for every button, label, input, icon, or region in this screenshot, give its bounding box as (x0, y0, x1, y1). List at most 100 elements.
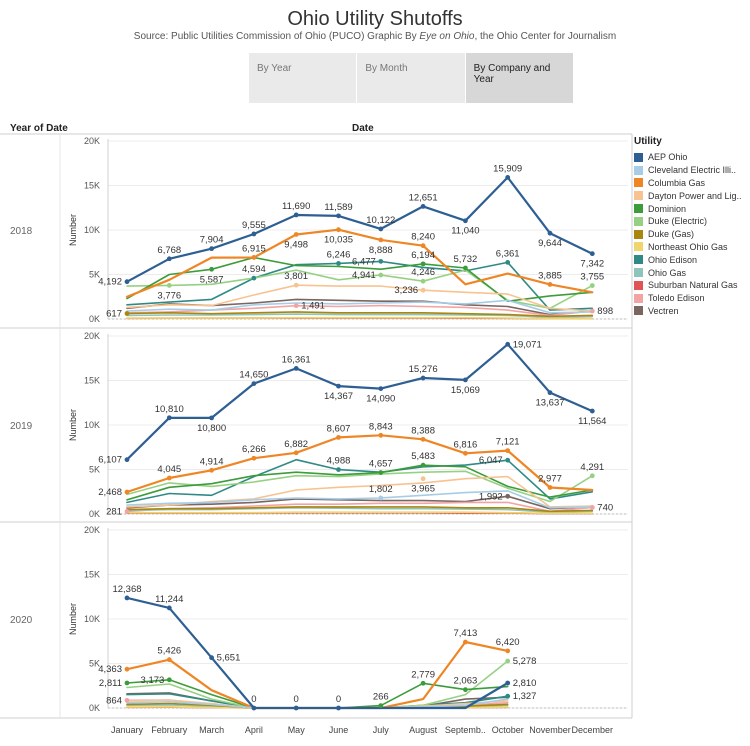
legend-item[interactable]: Duke (Electric) (634, 215, 750, 228)
y-axis-label: Number (68, 603, 78, 635)
series-line (126, 507, 594, 513)
data-label: 4,914 (200, 456, 224, 467)
data-label: 9,644 (538, 238, 562, 249)
data-label: 7,413 (454, 628, 478, 639)
data-point (378, 386, 384, 391)
data-label: 4,941 (352, 270, 376, 281)
y-tick-label: 10K (84, 225, 100, 235)
series-line (126, 313, 594, 318)
y-tick-label: 20K (84, 136, 100, 146)
data-point (124, 311, 130, 316)
legend-item[interactable]: Dayton Power and Lig.. (634, 189, 750, 202)
y-tick-label: 20K (84, 525, 100, 535)
data-label: 11,564 (578, 416, 606, 427)
x-tick-label: August (409, 725, 438, 735)
legend-label: AEP Ohio (648, 152, 688, 163)
data-label: 16,361 (282, 354, 311, 365)
data-point (293, 365, 299, 371)
data-point (547, 485, 553, 490)
data-label: 19,071 (513, 339, 542, 350)
data-label: 11,690 (282, 201, 310, 212)
data-label: 5,483 (411, 451, 435, 462)
data-point (420, 243, 426, 249)
data-label: 5,732 (454, 254, 478, 265)
data-label: 0 (336, 694, 341, 705)
data-point (124, 509, 130, 514)
legend-item[interactable]: Toledo Edison (634, 292, 750, 305)
legend-swatch (634, 293, 643, 303)
legend-item[interactable]: Cleveland Electric Illi.. (634, 164, 750, 177)
subtitle-suffix: , the Ohio Center for Journalism (474, 31, 617, 42)
data-label: 1,327 (513, 691, 537, 702)
data-label: 8,607 (327, 423, 351, 434)
data-point (420, 278, 426, 284)
data-point (589, 251, 595, 257)
legend-title: Utility (634, 136, 662, 147)
series-line (126, 284, 594, 312)
series-line (126, 506, 594, 513)
data-label: 7,904 (200, 235, 224, 246)
legend-label: Cleveland Electric Illi.. (648, 165, 737, 176)
tab-by-year[interactable]: By Year (249, 53, 357, 103)
data-point (505, 680, 511, 686)
view-tabs: By Year By Month By Company and Year (249, 53, 573, 103)
data-label: 8,240 (411, 232, 435, 243)
chart-title: Ohio Utility Shutoffs (287, 8, 463, 30)
data-label: 6,477 (352, 256, 376, 267)
data-point (589, 473, 595, 479)
data-point (463, 265, 468, 271)
legend-item[interactable]: Northeast Ohio Gas (634, 241, 750, 254)
legend-item[interactable]: Vectren (634, 305, 750, 318)
series-line (126, 464, 594, 501)
data-point (420, 287, 426, 293)
legend-item[interactable]: Dominion (634, 202, 750, 215)
legend-swatch (634, 306, 643, 316)
data-point (124, 680, 130, 686)
y-tick-label: 10K (84, 614, 100, 624)
data-point (505, 658, 511, 664)
data-label: 6,768 (157, 245, 181, 256)
series-line (126, 495, 594, 510)
legend-item[interactable]: Columbia Gas (634, 177, 750, 190)
data-label: 6,107 (98, 455, 122, 466)
data-label: 10,035 (324, 235, 353, 246)
legend-item[interactable]: Suburban Natural Gas (634, 279, 750, 292)
legend-item[interactable]: Ohio Edison (634, 253, 750, 266)
data-label: 4,988 (327, 456, 351, 467)
data-point (420, 261, 426, 267)
legend-swatch (634, 268, 643, 278)
data-label: 14,650 (239, 370, 268, 381)
data-point (166, 657, 172, 663)
series-line (125, 343, 594, 461)
legend-item[interactable]: Ohio Gas (634, 266, 750, 279)
data-point (420, 204, 426, 209)
data-point (293, 232, 299, 237)
data-label: 10,800 (197, 423, 226, 434)
legend-item[interactable]: AEP Ohio (634, 151, 750, 164)
data-label: 12,368 (112, 584, 141, 595)
legend-item[interactable]: Duke (Gas) (634, 228, 750, 241)
data-point (166, 605, 172, 611)
data-label: 9,498 (284, 239, 308, 250)
data-label: 2,810 (513, 678, 537, 689)
data-label: 2,779 (411, 669, 435, 680)
data-point (463, 450, 468, 456)
x-tick-label: Septemb.. (445, 725, 486, 735)
data-label: 9,555 (242, 220, 266, 231)
data-point (463, 687, 468, 693)
data-label: 4,657 (369, 459, 393, 470)
data-point (420, 436, 426, 442)
data-point (336, 227, 341, 233)
data-label: 6,361 (496, 248, 520, 259)
data-point (209, 467, 215, 473)
chart-subtitle: Source: Public Utilities Commission of O… (0, 31, 750, 42)
tab-by-month[interactable]: By Month (356, 53, 465, 103)
y-tick-label: 15K (84, 181, 100, 191)
data-point (589, 308, 595, 314)
data-label: 6,266 (242, 444, 266, 455)
legend-swatch (634, 178, 643, 188)
tab-by-company-and-year[interactable]: By Company and Year (464, 53, 573, 103)
series-line (126, 260, 594, 311)
data-point (378, 495, 384, 501)
data-point (124, 489, 130, 495)
